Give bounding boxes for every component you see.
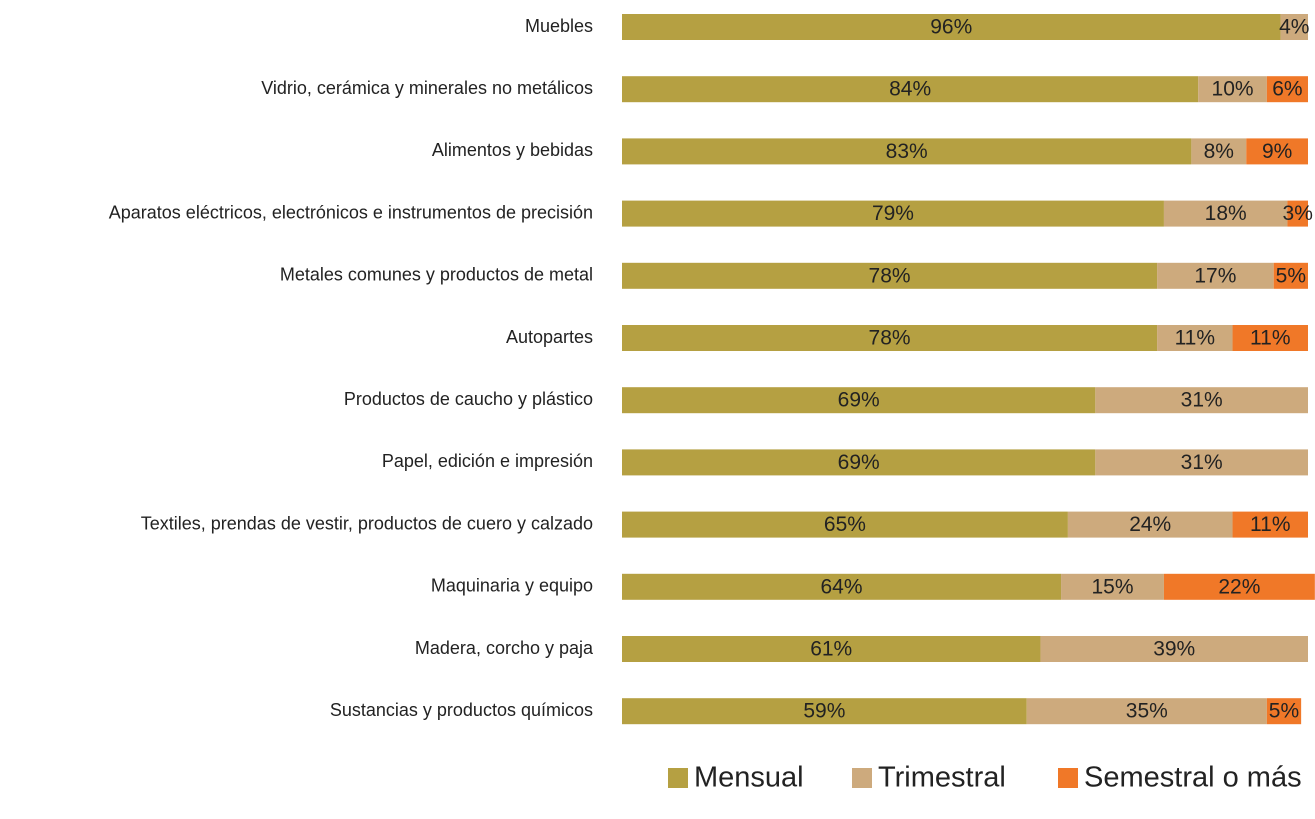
bar-segment — [1198, 76, 1267, 103]
legend-label: Semestral o más — [1084, 762, 1302, 794]
category-label: Maquinaria y equipo — [431, 576, 593, 596]
bar-segment — [1040, 636, 1308, 662]
value-label: 11% — [1250, 327, 1290, 350]
bar-segment — [622, 200, 1164, 227]
bar-segment — [622, 325, 1158, 351]
value-label: 96% — [930, 16, 972, 39]
value-label: 5% — [1269, 700, 1299, 723]
bar-segment — [1061, 573, 1164, 600]
bar-segment — [1095, 387, 1308, 414]
value-label: 6% — [1272, 78, 1302, 101]
bar-segment — [1287, 200, 1308, 227]
legend-swatch — [1058, 768, 1078, 788]
bar-segment — [622, 511, 1068, 538]
bar-segment — [1232, 511, 1308, 538]
bar-segment — [1157, 262, 1274, 289]
bar-segment — [622, 698, 1027, 725]
bar-segment — [622, 449, 1096, 476]
category-label: Alimentos y bebidas — [432, 140, 593, 160]
value-label: 18% — [1205, 202, 1247, 225]
value-label: 9% — [1262, 140, 1292, 163]
category-label: Autopartes — [506, 327, 593, 347]
value-label: 78% — [869, 327, 911, 350]
value-label: 65% — [824, 513, 866, 536]
bar-segment — [622, 636, 1041, 662]
category-label: Sustancias y productos químicos — [330, 700, 593, 720]
bar-segment — [1191, 138, 1247, 165]
bar-segment — [1026, 698, 1267, 725]
bar-segment — [1246, 138, 1308, 165]
value-label: 59% — [803, 700, 845, 723]
bar-segment — [1273, 262, 1308, 289]
value-label: 11% — [1250, 513, 1290, 536]
value-label: 69% — [838, 389, 880, 412]
value-label: 10% — [1212, 78, 1254, 101]
value-label: 31% — [1181, 451, 1223, 474]
bar-segment — [622, 76, 1199, 103]
category-label: Madera, corcho y paja — [415, 638, 594, 658]
value-label: 15% — [1091, 575, 1133, 598]
category-label: Muebles — [525, 16, 593, 36]
value-label: 3% — [1283, 202, 1313, 225]
value-label: 64% — [821, 575, 863, 598]
bar-segment — [1095, 449, 1308, 476]
value-label: 39% — [1153, 638, 1195, 661]
value-label: 22% — [1218, 575, 1260, 598]
legend-label: Mensual — [694, 762, 804, 794]
bar-segment — [1280, 14, 1308, 40]
value-label: 78% — [869, 264, 911, 287]
value-label: 8% — [1204, 140, 1234, 163]
legend-label: Trimestral — [878, 762, 1006, 794]
legend-swatch — [852, 768, 872, 788]
bar-segment — [1067, 511, 1233, 538]
bar-segment — [622, 262, 1158, 289]
bar-segment — [1266, 76, 1308, 103]
category-label: Productos de caucho y plástico — [344, 389, 593, 409]
bar-segment — [1163, 573, 1315, 600]
category-label: Textiles, prendas de vestir, productos d… — [141, 513, 593, 533]
value-label: 83% — [886, 140, 928, 163]
bar-segment — [622, 138, 1192, 165]
legend-swatch — [668, 768, 688, 788]
category-label: Aparatos eléctricos, electrónicos e inst… — [109, 202, 593, 222]
bar-segment — [622, 387, 1096, 414]
category-label: Vidrio, cerámica y minerales no metálico… — [261, 78, 593, 98]
bar-segment — [1232, 325, 1308, 351]
value-label: 5% — [1276, 264, 1306, 287]
value-label: 24% — [1129, 513, 1171, 536]
value-label: 84% — [889, 78, 931, 101]
value-label: 17% — [1194, 264, 1236, 287]
bar-segment — [1157, 325, 1233, 351]
bar-segment — [1163, 200, 1288, 227]
value-label: 4% — [1279, 16, 1309, 39]
value-label: 69% — [838, 451, 880, 474]
bar-segment — [1266, 698, 1302, 725]
value-label: 61% — [810, 638, 852, 661]
category-label: Papel, edición e impresión — [382, 451, 593, 471]
bar-segment — [622, 14, 1281, 40]
value-label: 31% — [1181, 389, 1223, 412]
value-label: 11% — [1175, 327, 1215, 350]
bar-segment — [622, 573, 1062, 600]
value-label: 79% — [872, 202, 914, 225]
value-label: 35% — [1126, 700, 1168, 723]
category-label: Metales comunes y productos de metal — [280, 265, 593, 285]
